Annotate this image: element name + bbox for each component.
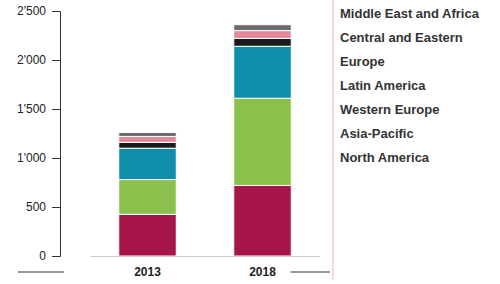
y-tick: 2'500 xyxy=(17,4,60,18)
bar-segment xyxy=(119,214,177,256)
bars xyxy=(119,25,292,256)
y-tick-mark xyxy=(52,207,60,208)
x-tick-label: 2013 xyxy=(134,265,161,279)
y-tick-label: 1'000 xyxy=(17,151,46,165)
bar-segment xyxy=(234,31,292,39)
y-tick-label: 1'500 xyxy=(17,102,46,116)
x-tick: 2013 xyxy=(134,256,161,279)
x-axis: 2013 2018 xyxy=(91,256,321,279)
y-tick-label: 2'000 xyxy=(17,53,46,67)
y-tick-label: 500 xyxy=(26,200,46,214)
bar-segment xyxy=(119,180,177,215)
y-tick-label: 0 xyxy=(39,249,46,263)
legend-entry: Western Europe xyxy=(340,102,439,117)
legend-entry: Latin America xyxy=(340,78,426,93)
bar-segment xyxy=(234,185,292,256)
bar-segment xyxy=(119,133,177,137)
y-tick-mark xyxy=(52,11,60,12)
y-tick: 1'000 xyxy=(17,151,60,165)
series-bars xyxy=(119,31,292,143)
y-tick-mark xyxy=(52,60,60,61)
legend: Middle East and Africa Central and Easter… xyxy=(340,6,480,165)
legend-entry: North America xyxy=(340,150,430,165)
series-bars xyxy=(119,46,292,179)
legend-entry: Asia-Pacific xyxy=(340,126,414,141)
y-tick-mark xyxy=(52,158,60,159)
legend-entry: Middle East and Africa xyxy=(340,6,480,21)
y-tick: 500 xyxy=(26,200,60,214)
y-tick: 1'500 xyxy=(17,102,60,116)
y-axis-line xyxy=(52,12,61,257)
bar-segment xyxy=(119,136,177,142)
decor-line xyxy=(291,272,331,273)
y-tick: 2'000 xyxy=(17,53,60,67)
x-tick-label: 2018 xyxy=(249,265,276,279)
bar-segment xyxy=(234,38,292,46)
y-tick-mark xyxy=(52,256,60,257)
series-bars xyxy=(119,38,292,148)
legend-entry: Central and EasternEurope xyxy=(340,30,463,69)
bar-segment xyxy=(119,148,177,179)
x-tick: 2018 xyxy=(249,256,276,279)
x-axis-line xyxy=(91,256,321,257)
bar-segment xyxy=(234,25,292,31)
chart: 0 500 1'000 1'500 2'000 2'500 2013 2018 Middle E… xyxy=(0,0,500,284)
y-tick-mark xyxy=(52,109,60,110)
bar-segment xyxy=(234,98,292,185)
separator xyxy=(333,0,334,280)
series-bars xyxy=(119,25,292,137)
y-tick: 0 xyxy=(39,249,60,263)
y-tick-label: 2'500 xyxy=(17,4,46,18)
decor-line xyxy=(18,272,64,273)
bar-segment xyxy=(234,46,292,98)
series-bars xyxy=(119,98,292,214)
bar-segment xyxy=(119,142,177,148)
y-axis: 0 500 1'000 1'500 2'000 2'500 xyxy=(17,4,61,263)
